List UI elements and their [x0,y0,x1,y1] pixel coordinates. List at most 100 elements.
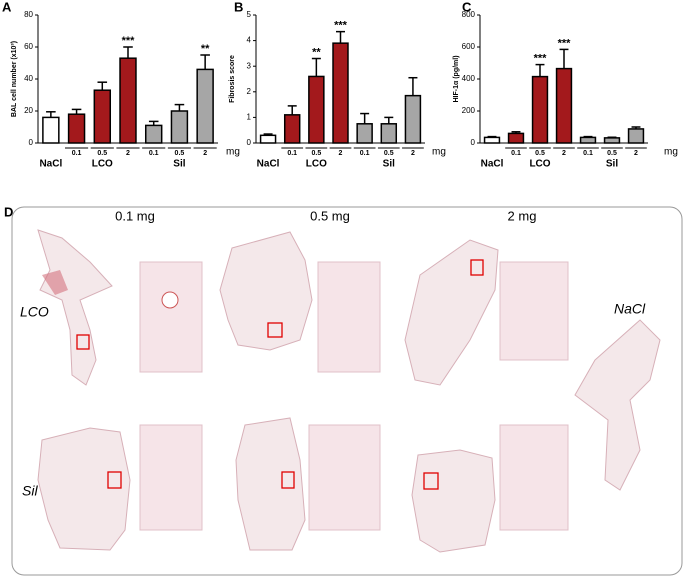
x-tick-label: 0.5 [607,150,617,157]
control-label: NaCl [614,301,646,317]
inset-detail [161,291,179,309]
roi-box [423,472,439,490]
tissue-section [411,449,496,553]
x-tick-label: 0.1 [72,150,82,157]
roi-box [470,259,484,276]
y-tick-label: 0 [247,138,252,147]
bar [531,75,549,144]
bar [555,67,573,144]
y-tick-label: 80 [24,10,33,19]
bar [259,134,277,144]
y-axis-label: Fibrosis score [229,55,236,103]
unit-label: mg [664,147,678,158]
bar [144,124,163,144]
x-tick-label: 2 [634,150,638,157]
y-tick-label: 2 [247,87,252,96]
tissue-stain [42,270,68,295]
roi-box [76,334,90,350]
tissue-section [574,319,661,491]
y-axis-label: HIF-1α (pg/ml) [453,55,460,102]
column-label: 2 mg [508,208,537,223]
bar [308,75,325,144]
tissue-section [404,239,499,386]
y-tick-label: 0 [29,138,34,147]
column-label: 0.5 mg [310,208,350,223]
x-tick-label: 0.5 [384,150,394,157]
inset [499,261,569,361]
bar [579,136,597,144]
bar [627,128,645,144]
bar [603,137,621,144]
roi-box [281,471,295,489]
significance: *** [122,35,136,47]
y-tick-label: 1 [247,113,252,122]
bar [404,94,422,144]
y-tick-label: 800 [462,10,476,19]
x-tick-label: NaCl [257,159,280,170]
x-tick-label: 2 [411,150,415,157]
significance: *** [558,37,572,49]
group-label: Sil [383,159,395,170]
y-tick-label: 600 [462,42,476,51]
x-tick-label: 0.5 [535,150,545,157]
x-tick-label: 0.1 [149,150,159,157]
bar [170,110,189,144]
roi-box [267,322,283,338]
x-tick-label: 2 [339,150,343,157]
inset [308,424,381,531]
y-tick-label: 400 [462,74,476,83]
bar [67,113,86,144]
y-tick-label: 3 [247,61,252,70]
y-tick-label: 0 [471,138,476,147]
bar [93,89,112,144]
y-tick-label: 5 [247,10,252,19]
significance: *** [534,53,548,65]
group-label: LCO [92,159,113,170]
panel-frame [11,206,683,576]
row-label: Sil [22,483,38,499]
panel-label: D [4,204,13,219]
panel-label: A [2,0,12,14]
row-label: LCO [20,304,49,320]
unit-label: mg [226,147,240,158]
bar [283,114,301,144]
bar [507,132,525,144]
tissue-section [219,231,313,351]
roi-box [107,471,122,489]
inset [139,424,203,531]
panel-label: B [234,0,243,14]
group-label: LCO [306,159,327,170]
bar [332,42,349,144]
x-tick-label: NaCl [481,159,504,170]
y-tick-label: 20 [24,106,33,115]
inset [139,261,203,373]
y-axis-label: BAL cell number (x10³) [11,41,18,117]
significance: ** [312,46,321,58]
tissue-section [37,427,131,551]
group-label: LCO [529,159,550,170]
tissue-section [37,229,113,386]
column-label: 0.1 mg [115,208,155,223]
group-label: Sil [606,159,618,170]
x-tick-label: 2 [203,150,207,157]
unit-label: mg [432,147,446,158]
significance: ** [201,43,210,55]
group-label: Sil [173,159,185,170]
y-tick-label: 4 [247,36,252,45]
x-tick-label: NaCl [39,159,62,170]
bar [483,136,501,144]
x-tick-label: 0.5 [97,150,107,157]
significance: *** [334,20,348,32]
panel-d: D 0.1 mg 0.5 mg 2 mg LCO Sil NaCl [4,204,683,576]
x-tick-label: 0.1 [511,150,521,157]
inset [499,424,569,531]
x-tick-label: 2 [562,150,566,157]
tissue-section [235,417,306,551]
bar [119,57,137,144]
x-tick-label: 0.5 [175,150,185,157]
inset [317,261,381,373]
bar [380,123,398,144]
y-tick-label: 200 [462,106,476,115]
panel-label: C [462,0,472,14]
